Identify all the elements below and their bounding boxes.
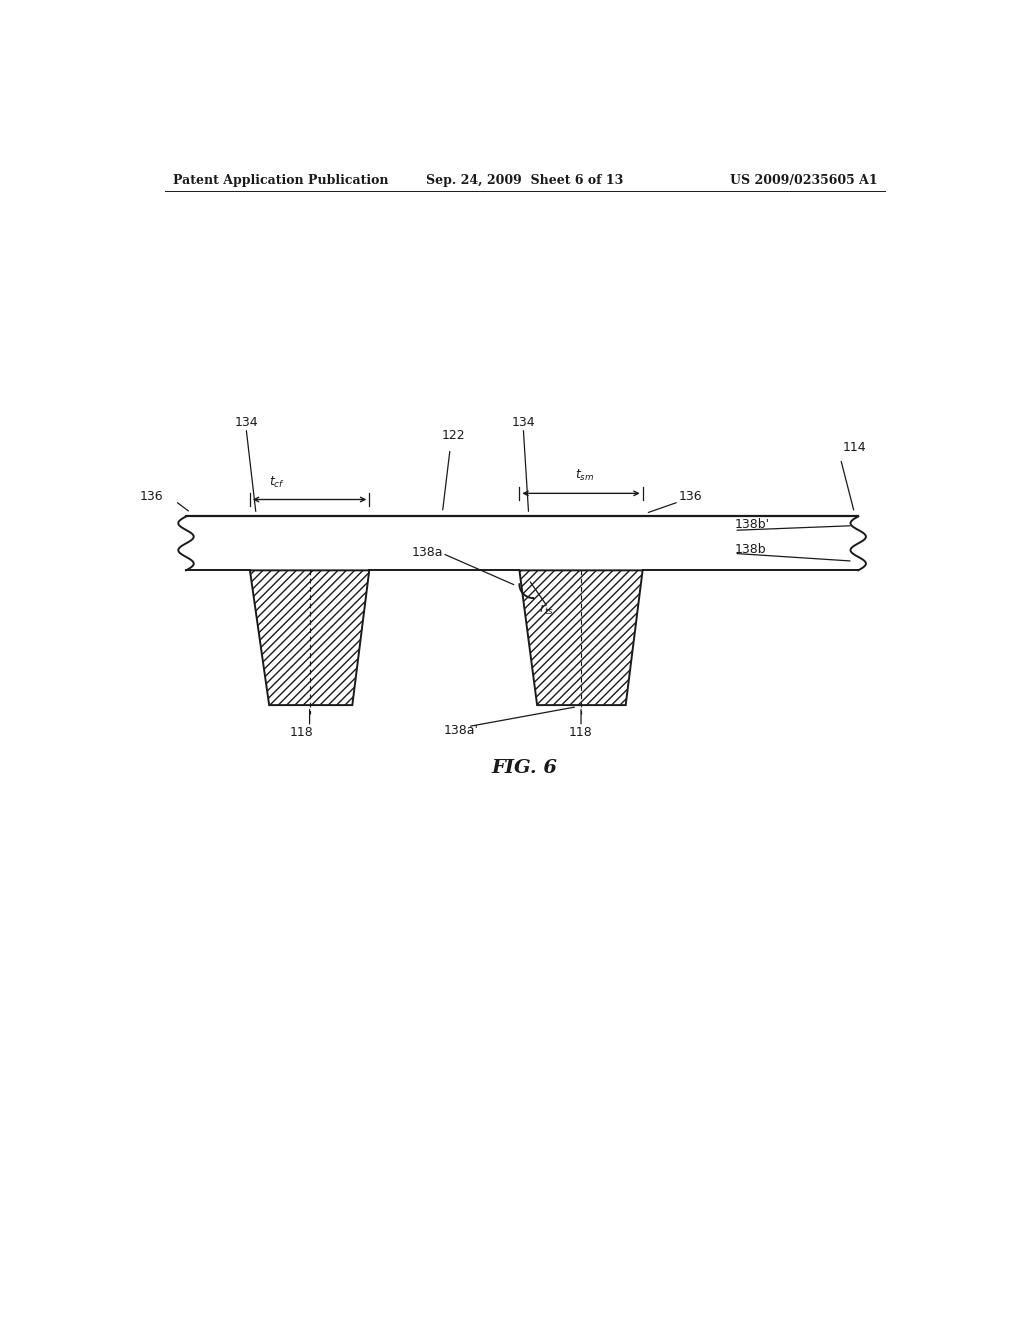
- Text: 138b': 138b': [735, 517, 770, 531]
- Text: 134: 134: [234, 416, 258, 429]
- Text: $t_{sm}$: $t_{sm}$: [575, 469, 595, 483]
- Text: US 2009/0235605 A1: US 2009/0235605 A1: [730, 174, 878, 187]
- Text: 138a': 138a': [444, 725, 479, 738]
- Text: 136: 136: [139, 490, 163, 503]
- Text: 138b: 138b: [735, 544, 767, 557]
- Text: 134: 134: [511, 416, 536, 429]
- Polygon shape: [519, 570, 643, 705]
- Text: $r_{ts}$: $r_{ts}$: [539, 603, 554, 616]
- Text: 138a: 138a: [412, 546, 442, 560]
- Text: 118: 118: [569, 726, 593, 739]
- Text: Sep. 24, 2009  Sheet 6 of 13: Sep. 24, 2009 Sheet 6 of 13: [426, 174, 624, 187]
- Text: $t_{cf}$: $t_{cf}$: [269, 474, 285, 490]
- Text: 122: 122: [442, 429, 466, 442]
- Polygon shape: [250, 570, 370, 705]
- Text: 118: 118: [290, 726, 313, 739]
- Text: FIG. 6: FIG. 6: [492, 759, 558, 777]
- Text: Patent Application Publication: Patent Application Publication: [173, 174, 388, 187]
- Text: 136: 136: [679, 490, 702, 503]
- Text: 114: 114: [843, 441, 866, 454]
